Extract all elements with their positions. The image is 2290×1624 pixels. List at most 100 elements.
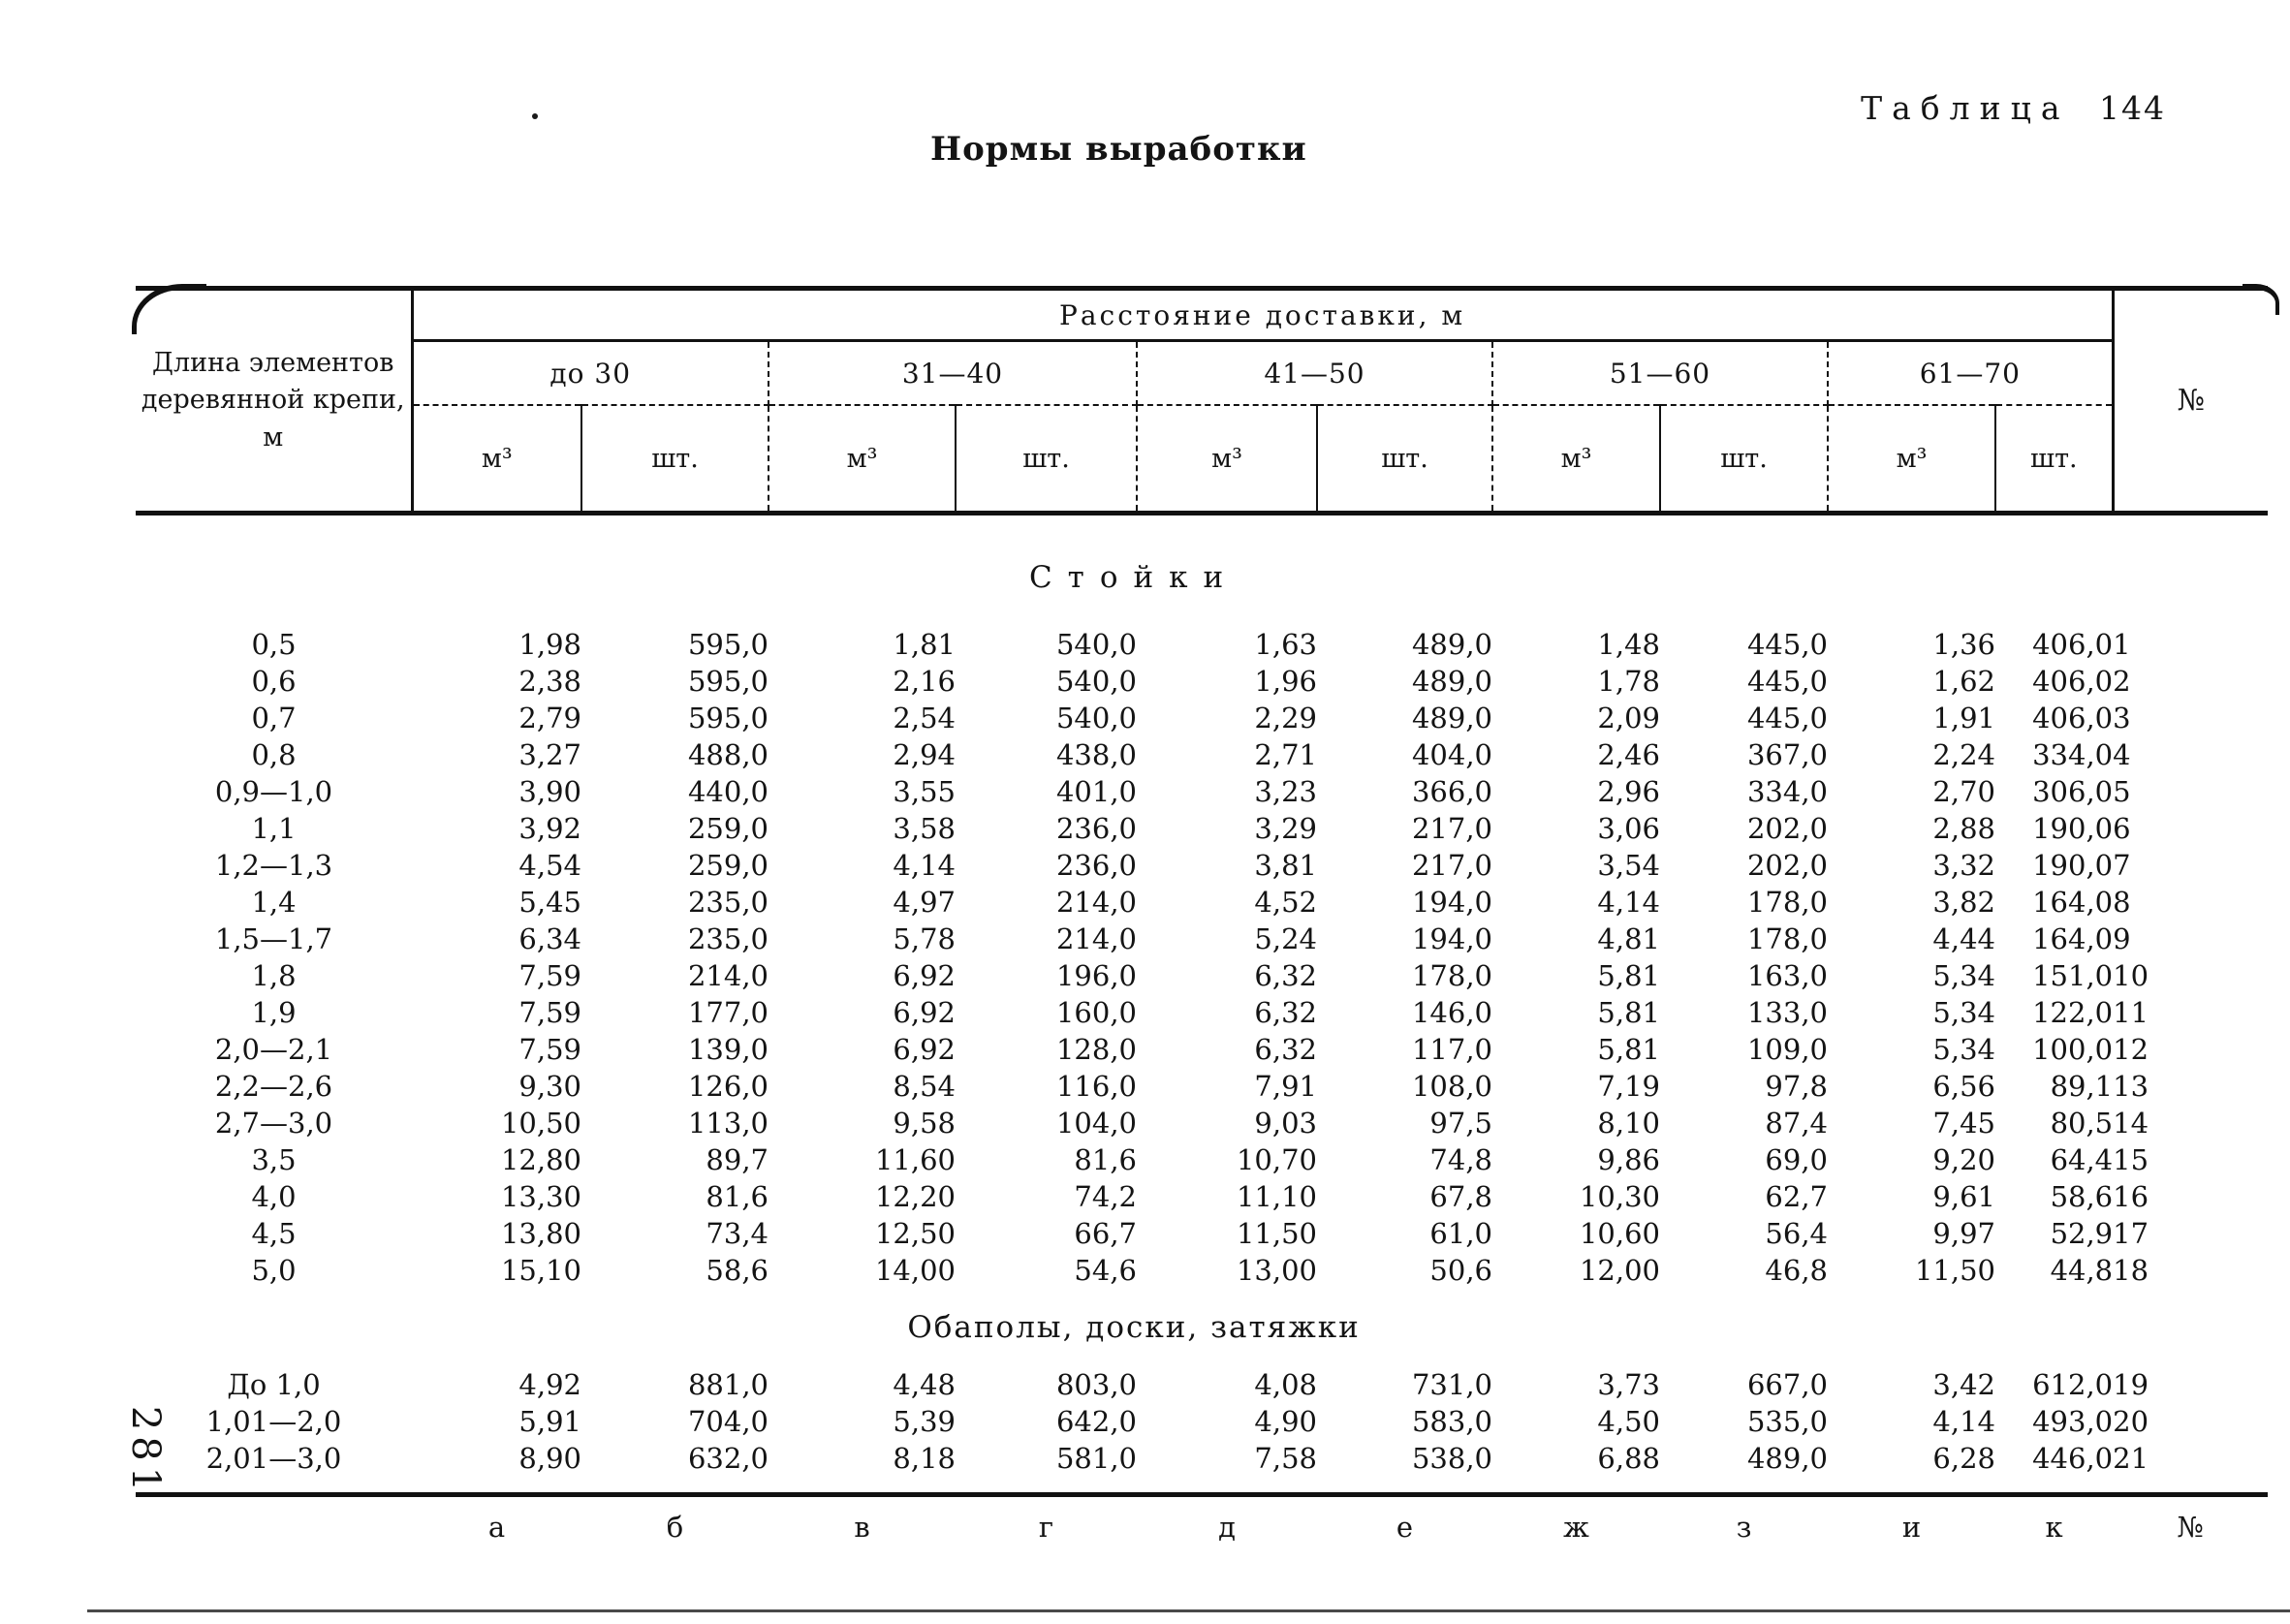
value-cell: 595,0 — [687, 665, 769, 698]
table-row: 1,9 7,59 177,0 6,92 160,0 6,32 146,0 5,81 133,0 5… — [136, 994, 2268, 1031]
row-number-cell: 1 — [2113, 628, 2131, 661]
value-cell: 6,92 — [893, 959, 956, 992]
norms-table-container: Длина элементов деревянной крепи, м Расс… — [132, 284, 2279, 1557]
row-label-cell: 1,5—1,7 — [214, 922, 333, 955]
value-cell: 196,0 — [1055, 959, 1137, 992]
row-label-cell: 3,5 — [251, 1143, 297, 1176]
value-cell: 9,61 — [1932, 1180, 1995, 1213]
value-cell: 44,8 — [2050, 1254, 2114, 1287]
column-letter-cell: в — [769, 1492, 956, 1557]
distance-group-header: 41—50 — [1137, 340, 1493, 406]
value-cell: 803,0 — [1055, 1368, 1137, 1401]
row-label-cell: До 1,0 — [227, 1368, 321, 1401]
value-cell: 13,80 — [500, 1217, 581, 1250]
value-cell: 259,0 — [687, 812, 769, 845]
value-cell: 438,0 — [1055, 738, 1137, 771]
value-cell: 214,0 — [1055, 922, 1137, 955]
value-cell: 15,10 — [500, 1254, 581, 1287]
section-title-row: Стойки — [136, 514, 2268, 627]
value-cell: 3,58 — [893, 812, 956, 845]
value-cell: 2,29 — [1254, 702, 1317, 734]
value-cell: 217,0 — [1411, 812, 1492, 845]
value-cell: 535,0 — [1746, 1405, 1828, 1438]
value-cell: 178,0 — [1746, 886, 1828, 919]
value-cell: 61,0 — [1429, 1217, 1492, 1250]
norms-table: Длина элементов деревянной крепи, м Расс… — [136, 286, 2269, 1557]
table-row: 0,6 2,38 595,0 2,16 540,0 1,96 489,0 1,78 445,0 1… — [136, 663, 2268, 700]
value-cell: 489,0 — [1411, 665, 1492, 698]
value-cell: 236,0 — [1055, 849, 1137, 882]
value-cell: 5,91 — [518, 1405, 581, 1438]
column-letter-cell: г — [956, 1492, 1137, 1557]
row-label-cell: 2,7—3,0 — [214, 1107, 333, 1140]
row-label-cell: 4,0 — [251, 1180, 297, 1213]
unit-count-header: шт. — [956, 405, 1138, 515]
value-cell: 540,0 — [1055, 628, 1137, 661]
value-cell: 1,63 — [1254, 628, 1317, 661]
value-cell: 74,2 — [1074, 1180, 1137, 1213]
value-cell: 66,7 — [1074, 1217, 1137, 1250]
value-cell: 445,0 — [1746, 628, 1828, 661]
value-cell: 1,78 — [1597, 665, 1660, 698]
row-number-cell: 3 — [2113, 702, 2131, 734]
page-number: 281 — [123, 1405, 168, 1498]
value-cell: 1,81 — [893, 628, 956, 661]
value-cell: 10,50 — [500, 1107, 581, 1140]
value-cell: 7,58 — [1254, 1442, 1317, 1475]
scan-edge-line — [87, 1609, 2290, 1612]
row-number-cell: 9 — [2113, 922, 2131, 955]
value-cell: 10,30 — [1579, 1180, 1660, 1213]
row-label-cell: 2,0—2,1 — [214, 1033, 333, 1066]
value-cell: 538,0 — [1411, 1442, 1492, 1475]
row-label-cell: 1,1 — [251, 812, 297, 845]
value-cell: 2,79 — [518, 702, 581, 734]
value-cell: 1,62 — [1932, 665, 1995, 698]
value-cell: 10,70 — [1236, 1143, 1317, 1176]
value-cell: 401,0 — [1055, 775, 1137, 808]
value-cell: 2,24 — [1932, 738, 1995, 771]
row-label-cell: 0,8 — [251, 738, 297, 771]
value-cell: 8,10 — [1597, 1107, 1660, 1140]
table-row: 1,1 3,92 259,0 3,58 236,0 3,29 217,0 3,06 202,0 2… — [136, 810, 2268, 847]
value-cell: 190,0 — [2032, 849, 2114, 882]
column-letter-cell: к — [1995, 1492, 2114, 1557]
value-cell: 581,0 — [1055, 1442, 1137, 1475]
value-cell: 2,88 — [1932, 812, 1995, 845]
distance-group-header: 51—60 — [1492, 340, 1829, 406]
value-cell: 64,4 — [2050, 1143, 2114, 1176]
value-cell: 122,0 — [2032, 996, 2114, 1029]
distance-group-header: до 30 — [412, 340, 769, 406]
table-row: 1,2—1,3 4,54 259,0 4,14 236,0 3,81 217,0 3,54 20… — [136, 847, 2268, 884]
value-cell: 446,0 — [2032, 1442, 2114, 1475]
value-cell: 667,0 — [1746, 1368, 1828, 1401]
value-cell: 1,48 — [1597, 628, 1660, 661]
value-cell: 2,38 — [518, 665, 581, 698]
number-header-cell: № — [2111, 288, 2269, 515]
table-row: 3,5 12,80 89,7 11,60 81,6 10,70 74,8 9,86 69,0 9,… — [136, 1141, 2268, 1178]
value-cell: 89,1 — [2050, 1070, 2114, 1103]
value-cell: 178,0 — [1746, 922, 1828, 955]
value-cell: 4,52 — [1254, 886, 1317, 919]
value-cell: 113,0 — [687, 1107, 769, 1140]
value-cell: 6,32 — [1254, 959, 1317, 992]
value-cell: 334,0 — [2032, 738, 2114, 771]
value-cell: 108,0 — [1411, 1070, 1492, 1103]
value-cell: 8,90 — [518, 1442, 581, 1475]
value-cell: 5,81 — [1597, 1033, 1660, 1066]
value-cell: 81,6 — [706, 1180, 769, 1213]
row-number-cell: 2 — [2113, 665, 2131, 698]
value-cell: 164,0 — [2032, 922, 2114, 955]
unit-volume-header: м³ — [1137, 405, 1318, 515]
table-row: 0,7 2,79 595,0 2,54 540,0 2,29 489,0 2,09 445,0 1… — [136, 700, 2268, 736]
value-cell: 11,50 — [1236, 1217, 1317, 1250]
value-cell: 2,16 — [893, 665, 956, 698]
value-cell: 6,34 — [518, 922, 581, 955]
value-cell: 4,14 — [1597, 886, 1660, 919]
value-cell: 4,50 — [1597, 1405, 1660, 1438]
value-cell: 12,20 — [874, 1180, 956, 1213]
value-cell: 13,30 — [500, 1180, 581, 1213]
row-label-cell: 0,7 — [251, 702, 297, 734]
unit-count-header: шт. — [1317, 405, 1493, 515]
section-title: Стойки — [1028, 560, 1239, 595]
value-cell: 595,0 — [687, 628, 769, 661]
